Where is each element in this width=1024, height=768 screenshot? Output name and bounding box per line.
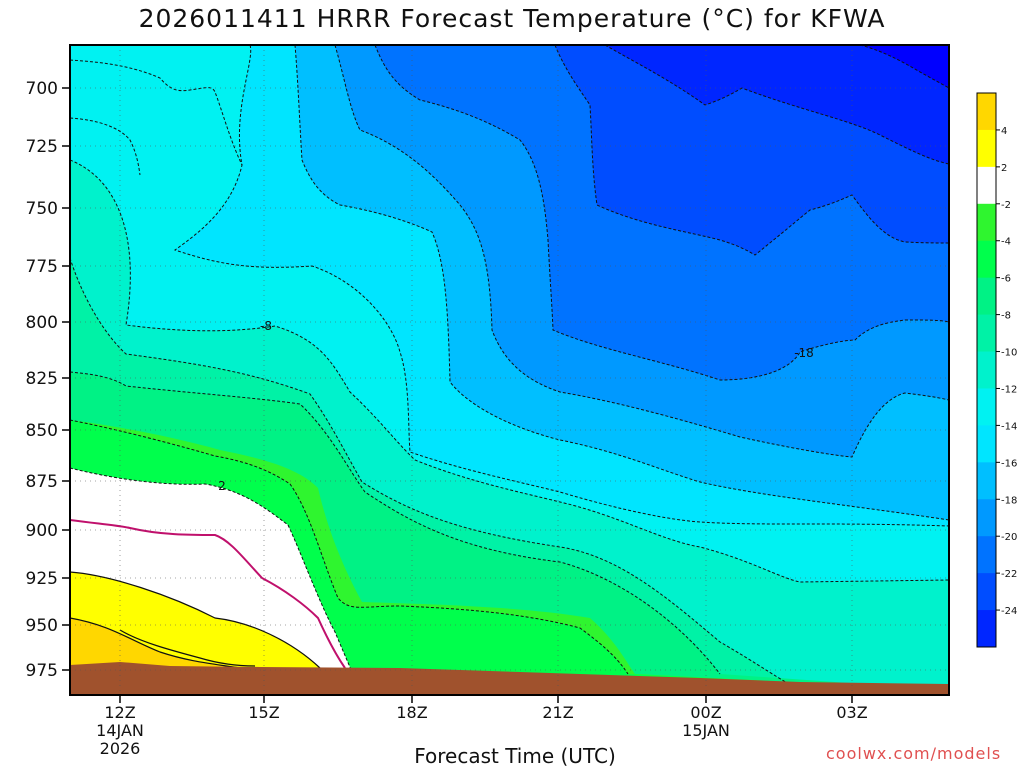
colorbar-swatch xyxy=(977,499,996,537)
contour-labels: -8 -18 2 xyxy=(218,319,814,493)
y-tick-label: 975 xyxy=(26,661,58,681)
contour-line xyxy=(859,45,949,89)
contour-line xyxy=(70,159,949,583)
colorbar-swatch xyxy=(977,277,996,316)
colorbar-frame xyxy=(976,92,997,648)
colorbar-swatch xyxy=(977,93,996,131)
colorbar-tick-label: -10 xyxy=(1001,348,1017,359)
terrain-fill xyxy=(70,662,949,695)
x-tick-date: 14JAN xyxy=(96,721,144,740)
contour-label: -8 xyxy=(260,319,272,333)
colorbar-swatch xyxy=(977,240,996,279)
colorbar: 4 2 -2 -4 -6 -8 -10 -12 -14 -16 -18 -20 -22 -24 xyxy=(976,92,1017,648)
contour-line xyxy=(604,45,949,165)
colorbar-swatch xyxy=(977,314,996,353)
freezing-line xyxy=(70,519,346,669)
colorbar-tick-label: -6 xyxy=(1001,274,1011,285)
colorbar-swatch xyxy=(977,203,996,242)
contour-line xyxy=(554,45,949,256)
x-tick-date: 15JAN xyxy=(682,721,730,740)
contour-line-solid xyxy=(70,571,321,669)
colorbar-tick-label: 2 xyxy=(1001,163,1007,174)
colorbar-swatch xyxy=(977,573,996,611)
contour-line xyxy=(70,257,801,691)
colorbar-tick-label: -20 xyxy=(1001,532,1017,543)
colorbar-swatch xyxy=(977,536,996,574)
colorbar-tick-label: -2 xyxy=(1001,200,1011,211)
x-tick-year: 2026 xyxy=(100,739,141,758)
x-axis-label: Forecast Time (UTC) xyxy=(414,744,616,768)
contour-line-solid xyxy=(119,629,256,667)
colorbar-swatch xyxy=(977,610,996,648)
contour-line xyxy=(70,117,141,176)
x-tick-label: 15Z xyxy=(248,703,279,722)
contour-line xyxy=(294,45,949,521)
contour-line xyxy=(173,45,949,527)
colorbar-tick-label: -18 xyxy=(1001,495,1017,506)
colorbar-tick-label: -14 xyxy=(1001,421,1017,432)
x-tick-label: 12Z xyxy=(104,703,135,722)
colorbar-tick-label: -24 xyxy=(1001,606,1017,617)
x-tick-label: 03Z xyxy=(836,703,867,722)
contour-label: -18 xyxy=(794,346,814,360)
colorbar-tick-label: -22 xyxy=(1001,569,1017,580)
colorbar-swatch xyxy=(977,388,996,426)
colorbar-swatch xyxy=(977,351,996,389)
contour-line xyxy=(334,45,949,458)
colorbar-tick-label: -12 xyxy=(1001,384,1017,395)
colorbar-tick-label: 4 xyxy=(1001,126,1007,137)
y-tick-label: 775 xyxy=(26,257,58,277)
contour-line xyxy=(70,371,721,675)
x-tick-label: 00Z xyxy=(690,703,721,722)
contour-label: 2 xyxy=(218,479,226,493)
chart-title: 2026011411 HRRR Forecast Temperature (°C… xyxy=(138,4,886,33)
colorbar-swatch xyxy=(977,462,996,500)
colorbar-tick-label: -4 xyxy=(1001,237,1011,248)
colorbar-swatch xyxy=(977,166,996,205)
colorbar-swatch xyxy=(977,425,996,463)
y-tick-label: 800 xyxy=(26,313,58,333)
contour-line-solid xyxy=(70,617,241,669)
y-tick-label: 850 xyxy=(26,421,58,441)
y-tick-label: 950 xyxy=(26,616,58,636)
y-tick-label: 875 xyxy=(26,472,58,492)
contour-line xyxy=(70,59,243,166)
y-tick-label: 925 xyxy=(26,569,58,589)
colorbar-tick-label: -8 xyxy=(1001,311,1011,322)
plot-frame xyxy=(69,44,950,696)
credit-text[interactable]: coolwx.com/models xyxy=(826,744,1002,763)
y-tick-label: 700 xyxy=(26,79,58,99)
y-tick-label: 750 xyxy=(26,199,58,219)
band-fill xyxy=(70,618,240,675)
x-tick-label: 18Z xyxy=(396,703,427,722)
y-tick-label: 725 xyxy=(26,137,58,157)
y-tick-label: 825 xyxy=(26,369,58,389)
grid xyxy=(70,45,949,695)
y-axis: 700 725 750 775 800 825 850 875 900 925 950 975 xyxy=(26,79,70,681)
colorbar-tick-label: -16 xyxy=(1001,458,1017,469)
contour-line xyxy=(374,45,949,381)
plot-area xyxy=(70,45,949,695)
colorbar-swatch xyxy=(977,129,996,168)
x-tick-label: 21Z xyxy=(542,703,573,722)
y-tick-label: 900 xyxy=(26,521,58,541)
